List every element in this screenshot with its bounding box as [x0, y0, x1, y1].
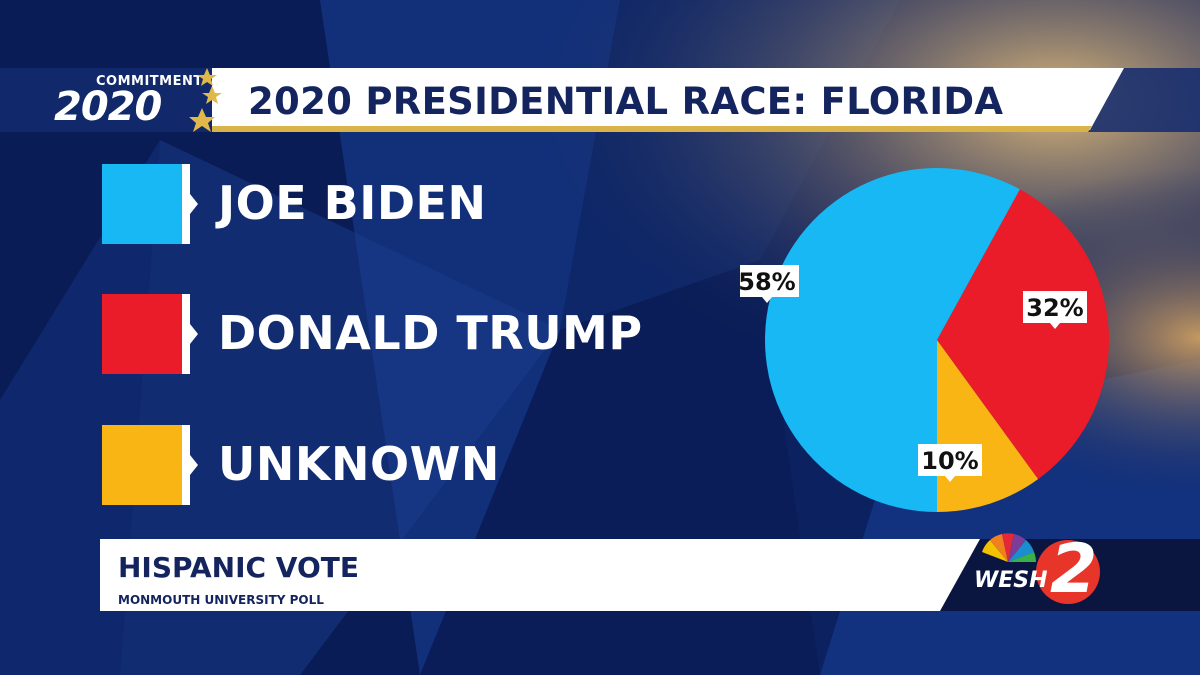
pie-data-label: 32%: [1023, 291, 1087, 329]
pie-label-text: 10%: [921, 447, 978, 475]
legend-swatch: [102, 164, 182, 244]
legend-notch-icon: [190, 324, 198, 344]
legend-swatch-edge: [182, 294, 190, 374]
station-logo: WESH 2: [968, 530, 1103, 612]
legend-item-biden: JOE BIDEN: [102, 164, 802, 244]
logo-top-text: COMMITMENT: [96, 74, 203, 89]
lower-third-subtitle: MONMOUTH UNIVERSITY POLL: [118, 593, 324, 607]
lower-third: HISPANIC VOTE MONMOUTH UNIVERSITY POLL: [100, 539, 980, 611]
pie-label-text: 58%: [740, 268, 796, 296]
pie-label-text: 32%: [1026, 294, 1083, 322]
legend-item-trump: DONALD TRUMP: [102, 294, 802, 374]
commitment-2020-logo: COMMITMENT 2020: [52, 68, 227, 146]
legend-swatch: [102, 425, 182, 505]
pie-label-pointer: [1050, 323, 1060, 329]
pie-slice-donald-trump: [937, 189, 1109, 480]
legend-swatch: [102, 294, 182, 374]
legend-label: UNKNOWN: [218, 437, 500, 491]
legend-label: DONALD TRUMP: [218, 306, 643, 360]
pie-label-pointer: [762, 297, 772, 303]
pie-label-box: [740, 265, 799, 297]
pie-label-box: [1023, 291, 1087, 323]
lower-third-title: HISPANIC VOTE: [118, 551, 359, 584]
legend-item-unknown: UNKNOWN: [102, 425, 802, 505]
logo-year-text: 2020: [54, 84, 162, 130]
peacock-icon: [982, 533, 1100, 604]
pie-label-pointer: [945, 476, 955, 482]
pie-data-label: 10%: [918, 444, 982, 482]
legend-swatch-edge: [182, 425, 190, 505]
station-name: WESH: [974, 568, 1048, 593]
star-icon: [189, 68, 222, 132]
title-bar: [0, 68, 1200, 138]
station-channel: 2: [1050, 530, 1098, 609]
pie-slice-joe-biden: [765, 168, 1020, 512]
pie-label-box: [918, 444, 982, 476]
legend-swatch-edge: [182, 164, 190, 244]
page-title: 2020 PRESIDENTIAL RACE: FLORIDA: [248, 80, 1004, 123]
legend-label: JOE BIDEN: [218, 176, 487, 230]
legend-notch-icon: [190, 194, 198, 214]
pie-chart: 58% 32% 10%: [740, 168, 1109, 512]
pie-data-label: 58%: [740, 265, 799, 303]
legend-notch-icon: [190, 455, 198, 475]
